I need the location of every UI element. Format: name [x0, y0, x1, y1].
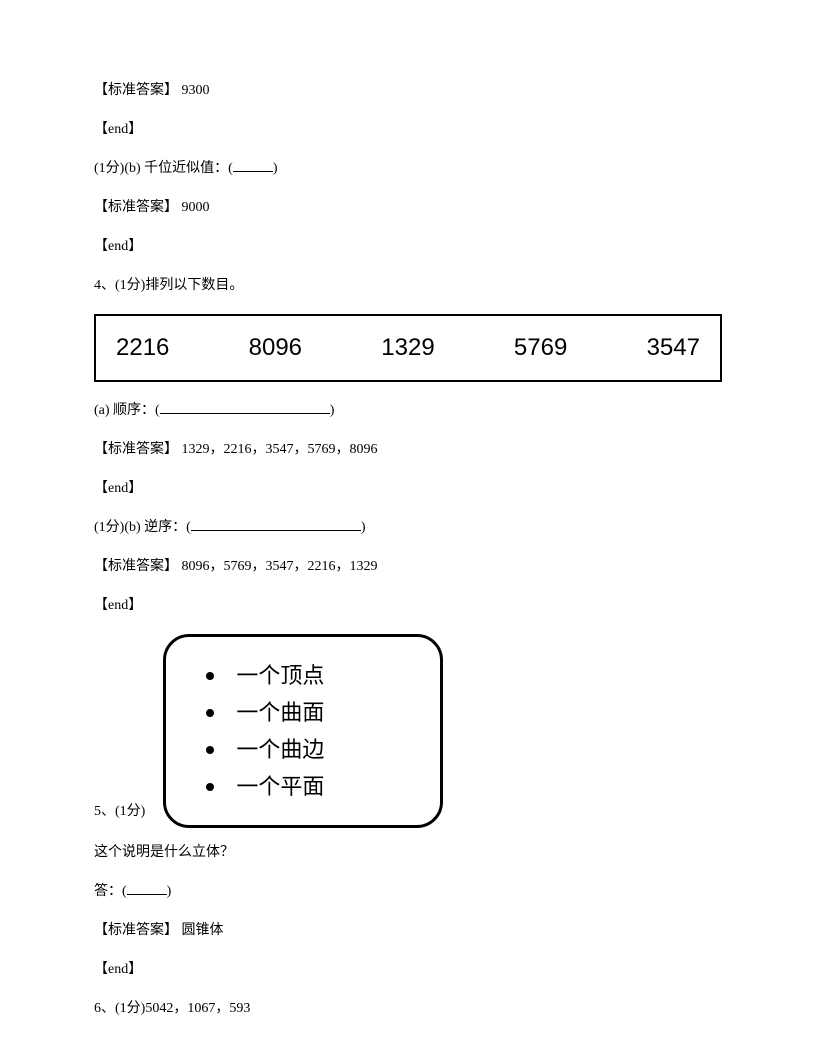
question-1b: (1分)(b) 千位近似值：()	[94, 158, 722, 179]
answer-label: 【标准答案】	[94, 200, 178, 215]
question-prefix: (1分)(b) 千位近似值：(	[94, 161, 233, 176]
answer-value: 9000	[182, 200, 210, 215]
question-prefix: (a) 顺序：(	[94, 403, 160, 418]
end-marker-5: 【end】	[94, 959, 722, 980]
answer-label: 【标准答案】	[94, 442, 178, 457]
blank-input[interactable]	[191, 517, 361, 531]
question-5-row: 5、(1分) 一个顶点 一个曲面 一个曲边 一个平面	[94, 634, 722, 828]
answer-line-3: 【标准答案】 1329，2216，3547，5769，8096	[94, 439, 722, 460]
answer-label: 【标准答案】	[94, 923, 178, 938]
number-cell: 5769	[514, 330, 567, 366]
bullet-item: 一个曲面	[206, 696, 414, 729]
answer-value: 圆锥体	[182, 923, 224, 938]
blank-input[interactable]	[233, 158, 273, 172]
answer-value: 8096，5769，3547，2216，1329	[182, 559, 378, 574]
bullet-item: 一个平面	[206, 770, 414, 803]
end-marker-4: 【end】	[94, 595, 722, 616]
question-suffix: )	[273, 161, 278, 176]
number-cell: 2216	[116, 330, 169, 366]
question-5-text: 这个说明是什么立体？	[94, 842, 722, 863]
question-4b: (1分)(b) 逆序：()	[94, 517, 722, 538]
answer-value: 9300	[182, 83, 210, 98]
blank-input[interactable]	[160, 400, 330, 414]
answer-line-4: 【标准答案】 8096，5769，3547，2216，1329	[94, 556, 722, 577]
question-6: 6、(1分)5042，1067，593	[94, 998, 722, 1019]
answer-label: 【标准答案】	[94, 83, 178, 98]
question-suffix: )	[167, 884, 172, 899]
answer-value: 1329，2216，3547，5769，8096	[182, 442, 378, 457]
end-marker-3: 【end】	[94, 478, 722, 499]
number-table: 2216 8096 1329 5769 3547	[94, 314, 722, 382]
bullet-item: 一个曲边	[206, 733, 414, 766]
question-suffix: )	[361, 520, 366, 535]
question-5-prefix: 5、(1分)	[94, 801, 145, 828]
question-suffix: )	[330, 403, 335, 418]
end-marker-1: 【end】	[94, 119, 722, 140]
end-marker-2: 【end】	[94, 236, 722, 257]
answer-label: 【标准答案】	[94, 559, 178, 574]
blank-input[interactable]	[127, 881, 167, 895]
question-5-answer: 答：()	[94, 881, 722, 902]
answer-line-2: 【标准答案】 9000	[94, 197, 722, 218]
question-prefix: 答：(	[94, 884, 127, 899]
answer-line-1: 【标准答案】 9300	[94, 80, 722, 101]
question-prefix: (1分)(b) 逆序：(	[94, 520, 191, 535]
bullet-item: 一个顶点	[206, 659, 414, 692]
number-cell: 1329	[381, 330, 434, 366]
bullet-box: 一个顶点 一个曲面 一个曲边 一个平面	[163, 634, 443, 828]
number-cell: 8096	[249, 330, 302, 366]
answer-line-5: 【标准答案】 圆锥体	[94, 920, 722, 941]
question-4a: (a) 顺序：()	[94, 400, 722, 421]
question-4: 4、(1分)排列以下数目。	[94, 275, 722, 296]
number-cell: 3547	[647, 330, 700, 366]
